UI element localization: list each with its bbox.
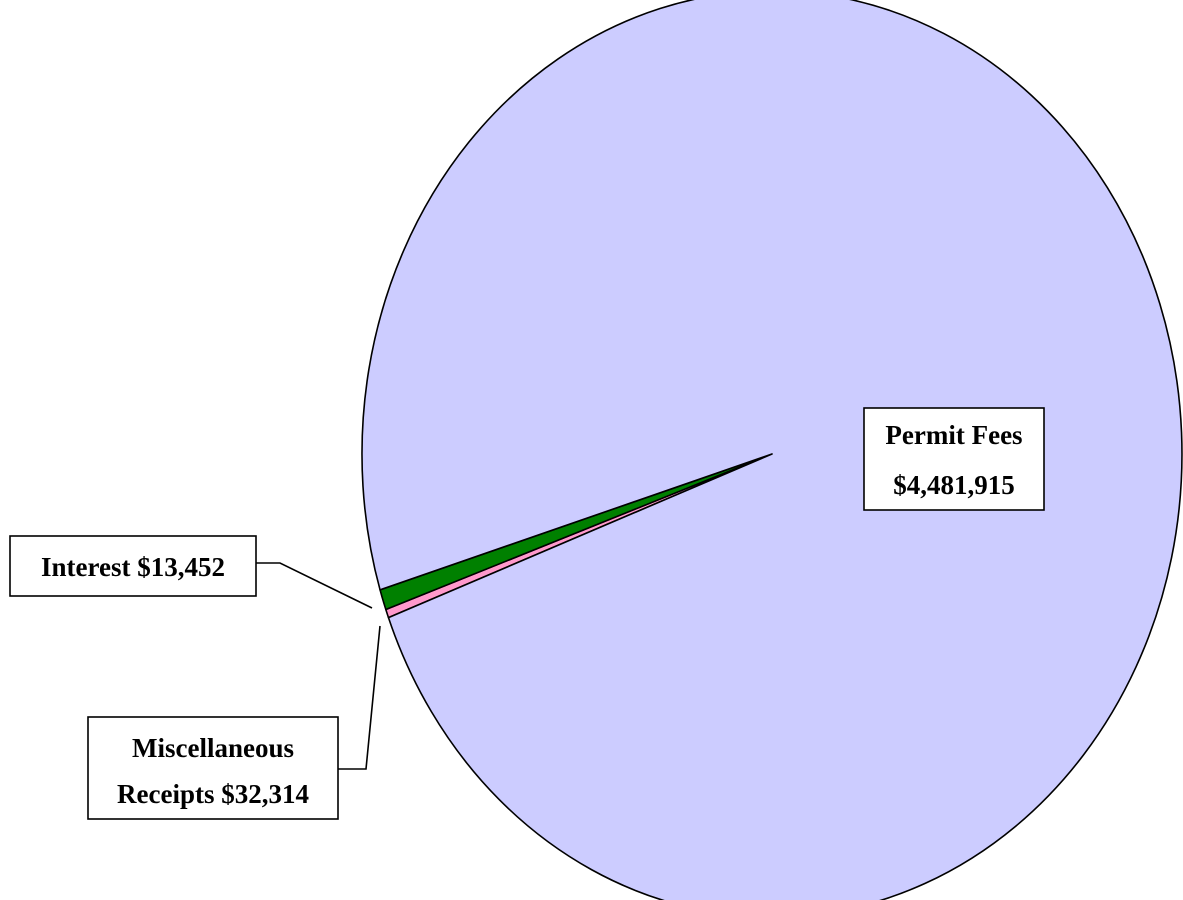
label-box-miscellaneous-receipts: [87, 716, 339, 820]
data-label-interest-line-1: Interest $13,452: [41, 552, 225, 582]
label-box-permit-fees: [863, 407, 1045, 511]
pie-slice-permit-fees: [361, 0, 1183, 900]
data-label-permit-fees-line-2: $4,481,915: [893, 470, 1015, 500]
leader-line-interest: [256, 562, 373, 609]
label-box-interest: [9, 535, 257, 597]
leader-line-miscellaneous-receipts: [338, 625, 381, 770]
data-label-miscellaneous-receipts-line-2: Receipts $32,314: [117, 779, 309, 809]
data-label-miscellaneous-receipts-line-1: Miscellaneous: [132, 733, 294, 763]
data-label-permit-fees-line-1: Permit Fees: [885, 420, 1022, 450]
